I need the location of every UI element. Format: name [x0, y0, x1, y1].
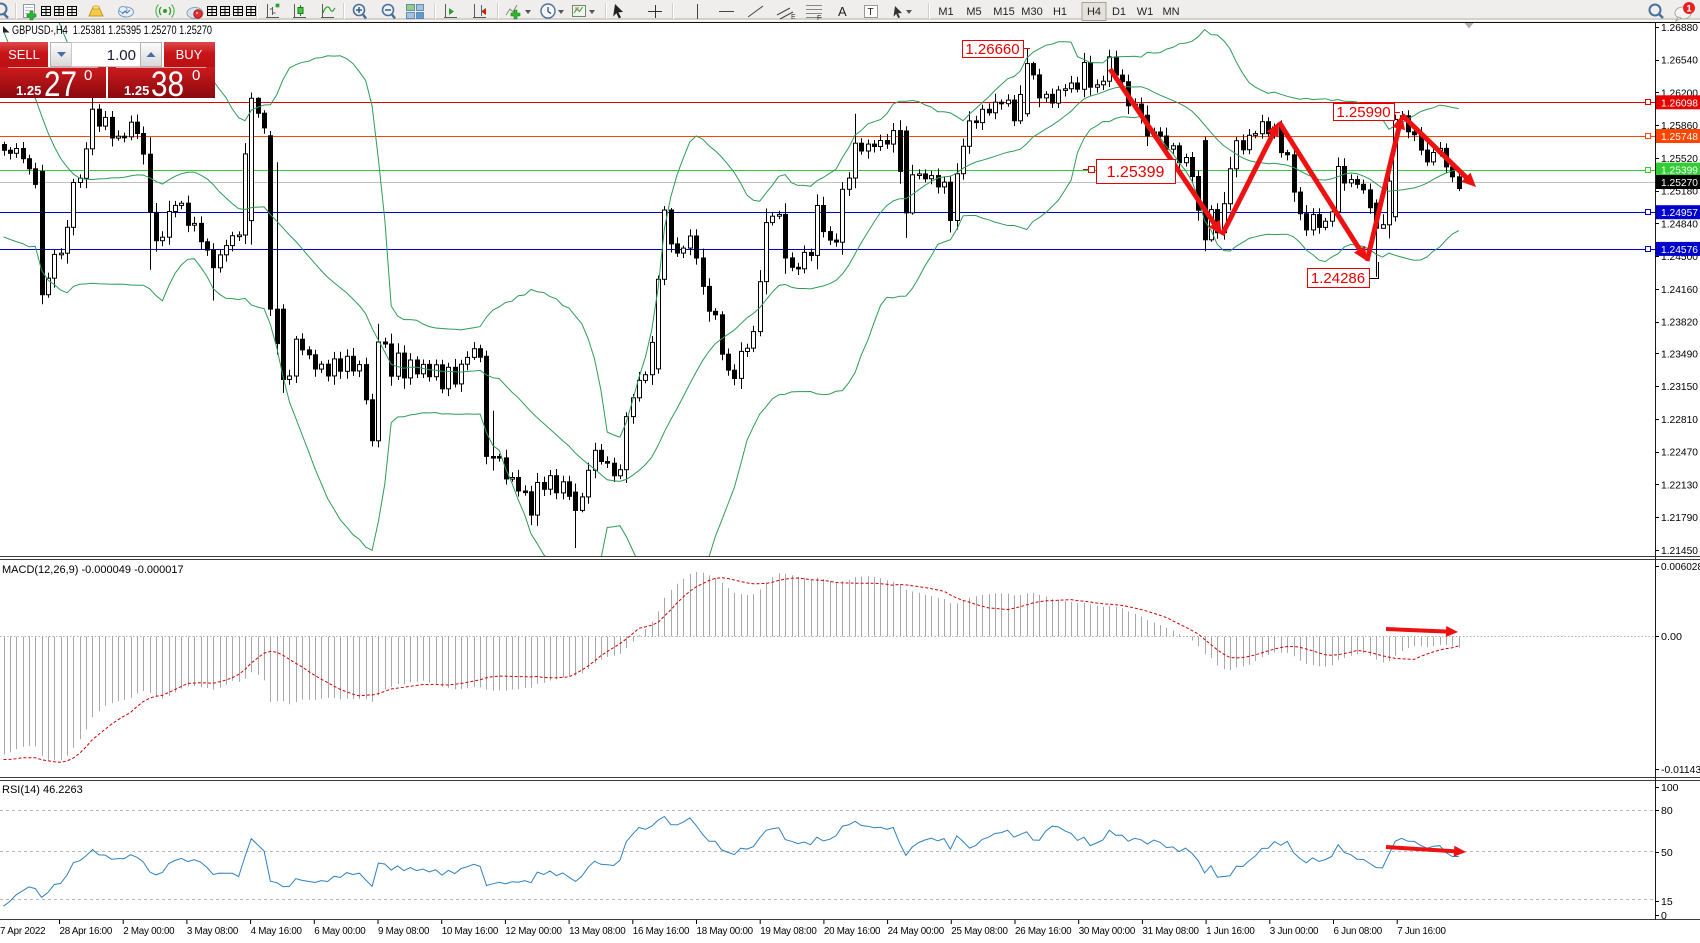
svg-text:F: F — [817, 15, 821, 22]
svg-text:20 May 16:00: 20 May 16:00 — [824, 926, 881, 937]
svg-text:38: 38 — [151, 65, 184, 104]
svg-text:1.22810: 1.22810 — [1661, 414, 1698, 426]
svg-text:1.25990: 1.25990 — [1336, 104, 1390, 121]
svg-text:GBPUSD-,H4 1.25381 1.25395 1.: GBPUSD-,H4 1.25381 1.25395 1.25270 1.252… — [12, 25, 212, 37]
svg-text:1.21450: 1.21450 — [1661, 545, 1698, 557]
svg-text:1.25520: 1.25520 — [1661, 153, 1698, 165]
svg-text:2 May 00:00: 2 May 00:00 — [123, 926, 175, 937]
svg-text:25 May 08:00: 25 May 08:00 — [951, 926, 1008, 937]
svg-text:1.00: 1.00 — [107, 47, 136, 64]
svg-text:H4: H4 — [1087, 6, 1101, 18]
svg-text:1.21790: 1.21790 — [1661, 512, 1698, 524]
svg-text:27: 27 — [44, 65, 77, 104]
svg-text:24 May 00:00: 24 May 00:00 — [888, 926, 945, 937]
svg-text:H1: H1 — [1053, 6, 1067, 18]
svg-text:1.25270: 1.25270 — [1661, 177, 1698, 189]
svg-text:1.25399: 1.25399 — [1107, 164, 1165, 181]
svg-text:T: T — [868, 7, 874, 18]
svg-text:SELL: SELL — [8, 47, 40, 62]
svg-text:3 Jun 00:00: 3 Jun 00:00 — [1270, 926, 1319, 937]
svg-text:13 May 08:00: 13 May 08:00 — [569, 926, 626, 937]
svg-text:BUY: BUY — [176, 47, 203, 62]
svg-text:MACD(12,26,9) -0.000049 -0.000: MACD(12,26,9) -0.000049 -0.000017 — [2, 564, 184, 576]
svg-text:16 May 16:00: 16 May 16:00 — [633, 926, 690, 937]
svg-text:100: 100 — [1661, 782, 1679, 794]
svg-text:28 Apr 16:00: 28 Apr 16:00 — [60, 926, 113, 937]
svg-text:D1: D1 — [1112, 6, 1126, 18]
svg-text:31 May 08:00: 31 May 08:00 — [1142, 926, 1199, 937]
svg-text:50: 50 — [1661, 847, 1673, 859]
svg-text:12 May 00:00: 12 May 00:00 — [505, 926, 562, 937]
svg-text:80: 80 — [1661, 805, 1673, 817]
svg-text:1.23490: 1.23490 — [1661, 349, 1698, 361]
svg-text:1.26540: 1.26540 — [1661, 55, 1698, 67]
svg-text:6 May 00:00: 6 May 00:00 — [314, 926, 366, 937]
svg-text:9 May 08:00: 9 May 08:00 — [378, 926, 430, 937]
svg-text:1.25: 1.25 — [16, 83, 41, 98]
svg-text:A: A — [838, 4, 847, 19]
svg-text:15: 15 — [1661, 896, 1673, 908]
svg-text:RSI(14) 46.2263: RSI(14) 46.2263 — [2, 784, 83, 796]
svg-text:6 Jun 08:00: 6 Jun 08:00 — [1334, 926, 1383, 937]
svg-text:M30: M30 — [1021, 6, 1042, 18]
svg-text:26 May 16:00: 26 May 16:00 — [1015, 926, 1072, 937]
svg-text:1.25748: 1.25748 — [1661, 131, 1698, 143]
svg-text:4 May 16:00: 4 May 16:00 — [251, 926, 303, 937]
svg-text:1 Jun 16:00: 1 Jun 16:00 — [1206, 926, 1255, 937]
svg-text:M5: M5 — [966, 6, 981, 18]
svg-text:1.24576: 1.24576 — [1661, 244, 1698, 256]
svg-text:7 Apr 2022: 7 Apr 2022 — [0, 926, 45, 937]
svg-text:1.25399: 1.25399 — [1661, 165, 1698, 177]
svg-text:1.23820: 1.23820 — [1661, 317, 1698, 329]
svg-text:0: 0 — [84, 67, 92, 84]
svg-text:1.24840: 1.24840 — [1661, 218, 1698, 230]
svg-text:0.00: 0.00 — [1661, 631, 1682, 643]
svg-text:3 May 08:00: 3 May 08:00 — [187, 926, 239, 937]
svg-text:1.24957: 1.24957 — [1661, 207, 1698, 219]
svg-text:1.26660: 1.26660 — [965, 41, 1019, 58]
svg-text:0: 0 — [1661, 910, 1667, 922]
svg-text:M1: M1 — [938, 6, 953, 18]
svg-text:1.24286: 1.24286 — [1311, 270, 1365, 287]
svg-text:M15: M15 — [993, 6, 1014, 18]
svg-text:1.23150: 1.23150 — [1661, 381, 1698, 393]
svg-text:10 May 16:00: 10 May 16:00 — [442, 926, 499, 937]
svg-text:1.22130: 1.22130 — [1661, 479, 1698, 491]
svg-text:1: 1 — [1686, 4, 1692, 15]
svg-text:7 Jun 16:00: 7 Jun 16:00 — [1397, 926, 1446, 937]
svg-text:18 May 00:00: 18 May 00:00 — [697, 926, 754, 937]
svg-text:1.25: 1.25 — [124, 83, 149, 98]
svg-text:1.24160: 1.24160 — [1661, 284, 1698, 296]
svg-text:W1: W1 — [1137, 6, 1154, 18]
svg-text:30 May 00:00: 30 May 00:00 — [1079, 926, 1136, 937]
svg-text:19 May 08:00: 19 May 08:00 — [760, 926, 817, 937]
svg-text:1.26098: 1.26098 — [1661, 97, 1698, 109]
svg-text:E: E — [791, 14, 796, 21]
svg-text:1.26880: 1.26880 — [1661, 22, 1698, 34]
svg-text:1.22470: 1.22470 — [1661, 447, 1698, 459]
svg-text:0: 0 — [192, 67, 200, 84]
svg-text:MN: MN — [1162, 6, 1179, 18]
svg-text:0.006028: 0.006028 — [1661, 561, 1700, 573]
